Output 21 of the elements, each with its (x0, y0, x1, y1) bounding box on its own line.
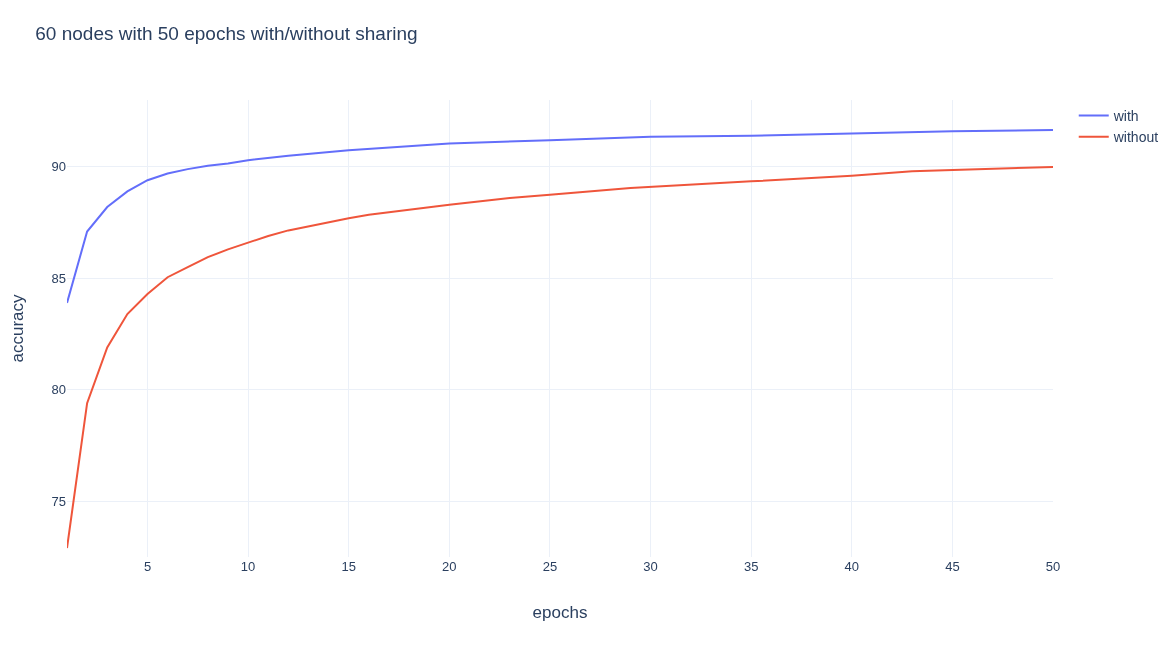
x-axis-title: epochs (532, 603, 588, 622)
line-series (67, 165, 1053, 550)
y-axis-title: accuracy (8, 293, 27, 363)
x-tick-label: 5 (143, 559, 152, 574)
x-tick-label: 40 (844, 559, 860, 574)
y-tick-label: 85 (51, 270, 66, 286)
line-series (67, 129, 1053, 304)
x-tick-label: 45 (945, 559, 960, 574)
x-tick-label: 35 (743, 559, 759, 574)
x-tick-label: 20 (442, 559, 457, 574)
legend-label: with (1112, 108, 1139, 125)
y-tick-label: 75 (51, 493, 66, 509)
y-tick-label: 90 (51, 159, 66, 175)
legend-label: without (1112, 129, 1159, 146)
chart-title: 60 nodes with 50 epochs with/without sharing (35, 22, 418, 44)
x-tick-label: 25 (542, 559, 558, 574)
x-tick-label: 10 (240, 559, 256, 574)
x-tick-label: 30 (643, 559, 658, 574)
x-tick-label: 15 (341, 559, 356, 574)
x-tick-label: 50 (1045, 559, 1061, 574)
y-tick-label: 80 (51, 382, 66, 398)
